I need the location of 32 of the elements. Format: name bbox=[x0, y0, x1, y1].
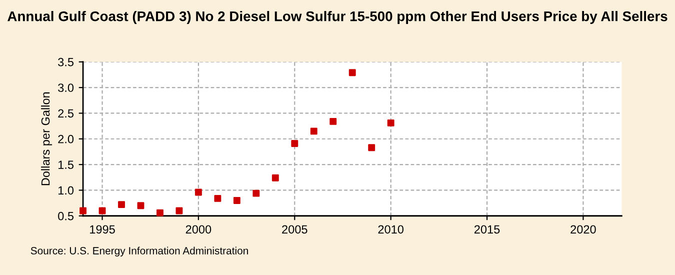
point bbox=[310, 128, 318, 135]
y-tick-label: 1.5 bbox=[58, 160, 74, 169]
point bbox=[252, 190, 260, 197]
y-tick-label: 1.0 bbox=[58, 186, 74, 195]
point bbox=[330, 118, 337, 125]
y-tick-label: 2.5 bbox=[58, 109, 74, 118]
x-tick-label: 2000 bbox=[186, 225, 212, 234]
point bbox=[156, 209, 164, 216]
point bbox=[348, 69, 356, 76]
point bbox=[214, 194, 222, 202]
point bbox=[387, 119, 394, 126]
y-tick-label: 3.5 bbox=[58, 58, 74, 66]
y-tick-label: 0.5 bbox=[58, 212, 74, 220]
x-tick-label: 2015 bbox=[474, 225, 500, 234]
x-tick-label: 1995 bbox=[90, 225, 115, 234]
x-tick-label: 2010 bbox=[378, 225, 404, 234]
source-note: Source: U.S. Energy Information Administration bbox=[30, 246, 248, 256]
point bbox=[194, 188, 202, 196]
y-axis-title: Dollars per Gallon bbox=[41, 92, 52, 186]
point bbox=[272, 174, 279, 182]
point bbox=[176, 207, 183, 214]
point bbox=[137, 202, 144, 210]
point bbox=[291, 140, 298, 147]
y-tick-label: 3.0 bbox=[58, 84, 74, 92]
x-tick-label: 2005 bbox=[282, 225, 308, 234]
y-tick-label: 2.0 bbox=[58, 134, 74, 144]
point bbox=[233, 197, 240, 204]
x-tick-label: 2020 bbox=[570, 225, 596, 234]
point bbox=[98, 207, 106, 214]
chart-title: Annual Gulf Coast (PADD 3) No 2 Diesel Low Sulfur 15-500 ppm Other End Users Price by All Sellers bbox=[8, 11, 668, 24]
point bbox=[118, 201, 125, 208]
point bbox=[368, 144, 376, 152]
